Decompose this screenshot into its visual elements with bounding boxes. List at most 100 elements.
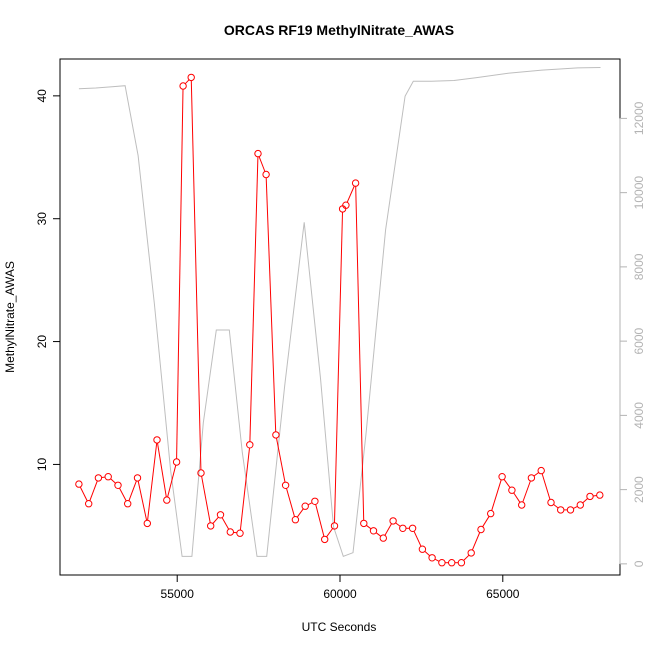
primary-series-segment [119, 487, 127, 502]
data-point [399, 524, 407, 532]
data-point [207, 522, 215, 530]
data-point [311, 497, 319, 505]
primary-series-segment [286, 488, 295, 517]
primary-series-segment [424, 550, 431, 557]
data-point [262, 170, 270, 179]
data-point [226, 528, 235, 536]
primary-series-segment [553, 504, 559, 509]
data-point [527, 474, 536, 482]
primary-series-segment [593, 495, 597, 497]
data-point [104, 473, 112, 481]
y-tick-label-0: 10 [35, 457, 49, 471]
data-point [301, 502, 309, 510]
data-point [330, 522, 339, 530]
primary-series-segment [522, 480, 531, 503]
primary-series-segment [147, 442, 158, 521]
primary-series-segment [128, 480, 137, 501]
data-point [172, 458, 181, 466]
data-point [566, 506, 575, 514]
primary-series-segment [307, 502, 313, 506]
primary-series-segment [375, 532, 382, 537]
y2-tick-label-6: 12000 [632, 101, 646, 135]
primary-series-segment [212, 516, 219, 524]
x-axis: 55000 60000 65000 [161, 574, 520, 601]
data-point [369, 527, 378, 535]
primary-series-segment [573, 505, 578, 509]
primary-series-segment [503, 479, 511, 488]
primary-series-segment [176, 89, 184, 459]
primary-series-segment [167, 464, 177, 498]
primary-series-segment [482, 516, 490, 528]
primary-series-segment [334, 212, 343, 523]
y-axis-right: 0 2000 4000 6000 8000 10000 12000 [619, 101, 646, 567]
data-point [153, 436, 161, 444]
data-point [114, 481, 122, 489]
y-tick-label-2: 30 [35, 212, 49, 226]
primary-series-segment [296, 508, 304, 518]
data-point [438, 559, 446, 567]
primary-series-segment [201, 476, 211, 523]
primary-series-segment [533, 472, 539, 477]
data-point [246, 441, 254, 449]
y2-tick-label-4: 8000 [632, 253, 646, 280]
data-point [351, 179, 360, 187]
data-point [360, 519, 368, 528]
primary-series-segment [434, 558, 440, 562]
data-point [596, 491, 604, 499]
primary-series-segment [89, 480, 98, 501]
primary-series-segment [355, 186, 365, 521]
primary-series-segment [184, 79, 190, 85]
chart-title: ORCAS RF19 MethylNitrate_AWAS [224, 22, 454, 38]
data-point [487, 509, 495, 518]
primary-series-segment [190, 80, 202, 470]
data-point [179, 82, 187, 90]
data-point [133, 474, 142, 482]
data-point [272, 431, 280, 439]
y-axis-left: 10 20 30 40 [35, 89, 61, 471]
data-point [85, 500, 93, 508]
data-point [216, 511, 225, 519]
data-point [197, 469, 205, 477]
data-point [586, 492, 594, 501]
data-point [281, 481, 290, 489]
data-point [389, 517, 397, 525]
primary-series-segment [463, 554, 470, 561]
data-point [448, 559, 456, 567]
x-axis-label: UTC Seconds [302, 620, 377, 634]
data-point [163, 496, 171, 504]
y2-tick-label-3: 6000 [632, 327, 646, 354]
data-point [508, 486, 516, 494]
data-point [518, 501, 526, 509]
primary-series-segment [541, 473, 551, 500]
series-secondary [78, 67, 601, 558]
data-point [321, 535, 329, 544]
y-axis-label: MethylNitrate_AWAS [3, 261, 17, 373]
data-point [187, 73, 195, 82]
data-point [254, 149, 262, 158]
primary-series-segment [326, 528, 334, 538]
primary-series-segment [239, 447, 250, 531]
data-point [576, 501, 584, 509]
y2-tick-label-5: 10000 [632, 176, 646, 210]
primary-series-segment [395, 522, 401, 527]
data-point [342, 201, 350, 209]
primary-series-segment [221, 517, 230, 530]
x-tick-label-1: 60000 [323, 587, 357, 601]
primary-series-segment [413, 530, 422, 547]
plot-area [59, 58, 621, 576]
data-point [379, 534, 387, 542]
primary-series-segment [157, 442, 167, 497]
data-point [75, 480, 83, 488]
primary-series-segment [366, 524, 372, 530]
primary-series-segment [249, 156, 259, 442]
data-point [408, 524, 417, 532]
secondary-series-line [78, 67, 601, 558]
primary-series-segment [79, 486, 88, 502]
primary-series-segment [346, 185, 355, 203]
primary-series-segment [276, 438, 286, 483]
primary-series-segment [258, 156, 266, 172]
data-point [94, 474, 103, 482]
data-point [124, 500, 132, 508]
primary-series-segment [137, 480, 148, 521]
